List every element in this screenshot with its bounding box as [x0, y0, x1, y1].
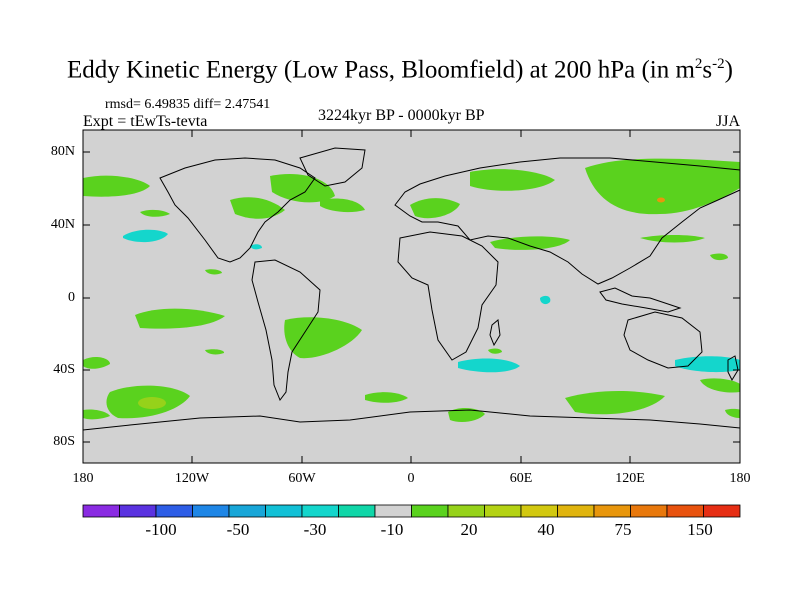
positive-anomaly-regions — [83, 158, 740, 422]
colorbar-box — [557, 504, 595, 518]
colorbar-label: 75 — [614, 520, 632, 539]
colorbar-box — [265, 504, 303, 518]
colorbar-box — [155, 504, 193, 518]
colorbar-label: 40 — [537, 520, 555, 539]
colorbar-label: -100 — [145, 520, 177, 539]
lat-label-80n: 80N — [50, 144, 75, 159]
colorbar-box — [703, 504, 741, 518]
lon-label-180e: 180 — [729, 471, 751, 486]
lon-label-0: 0 — [407, 471, 415, 486]
colorbar-box — [447, 504, 485, 518]
colorbar — [82, 504, 741, 518]
negative-anomaly-regions — [123, 229, 740, 373]
season-label: JJA — [716, 113, 741, 130]
lat-label-40s: 40S — [53, 362, 75, 377]
colorbar-label: 150 — [687, 520, 713, 539]
lat-label-40n: 40N — [50, 217, 75, 232]
colorbar-box — [593, 504, 631, 518]
colorbar-box — [374, 504, 412, 518]
lon-label-180w: 180 — [72, 471, 94, 486]
colorbar-box — [630, 504, 668, 518]
colorbar-box — [520, 504, 558, 518]
colorbar-box — [338, 504, 376, 518]
colorbar-box — [484, 504, 522, 518]
lon-label-120e: 120E — [615, 471, 645, 486]
colorbar-box — [228, 504, 266, 518]
coastlines — [82, 147, 741, 431]
lon-label-60w: 60W — [288, 471, 316, 486]
lon-label-120w: 120W — [174, 471, 210, 486]
colorbar-box — [301, 504, 339, 518]
colorbar-box — [82, 504, 120, 518]
lon-label-60e: 60E — [509, 471, 533, 486]
colorbar-label: -30 — [303, 520, 327, 539]
lat-label-0: 0 — [68, 290, 75, 305]
experiment-label: Expt = tEwTs-tevta — [83, 113, 208, 130]
plot-title: Eddy Kinetic Energy (Low Pass, Bloomfiel… — [67, 56, 733, 84]
colorbar-label: 20 — [460, 520, 478, 539]
colorbar-box — [411, 504, 449, 518]
light-positive-core — [138, 397, 166, 409]
lat-label-80s: 80S — [53, 434, 75, 449]
stats-text: rmsd= 6.49835 diff= 2.47541 — [105, 97, 271, 112]
strong-positive-spot — [657, 197, 665, 203]
colorbar-box — [192, 504, 230, 518]
colorbar-box — [666, 504, 704, 518]
axis-ticks — [83, 130, 740, 463]
colorbar-label: -10 — [380, 520, 404, 539]
period-label: 3224kyr BP - 0000kyr BP — [318, 107, 485, 124]
colorbar-box — [119, 504, 157, 518]
colorbar-label: -50 — [226, 520, 250, 539]
